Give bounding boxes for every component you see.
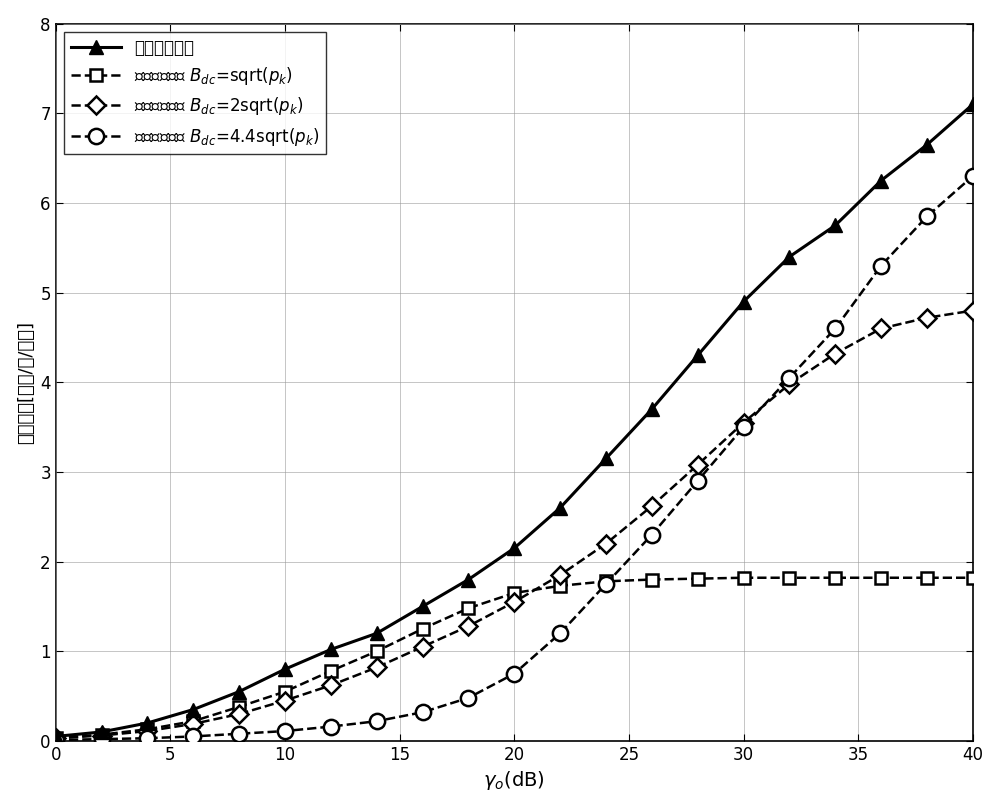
X-axis label: $\gamma_o$(dB): $\gamma_o$(dB) (483, 769, 545, 792)
Y-axis label: 可达速率[比特/秒/赫兹]: 可达速率[比特/秒/赫兹] (17, 321, 35, 444)
Legend: 最佳直流偏置, 固定直流偏置 $B_{dc}$=sqrt($p_k$), 固定直流偏置 $B_{dc}$=2sqrt($p_k$), 固定直流偏置 $B_{dc: 最佳直流偏置, 固定直流偏置 $B_{dc}$=sqrt($p_k$), 固定直… (64, 32, 326, 155)
